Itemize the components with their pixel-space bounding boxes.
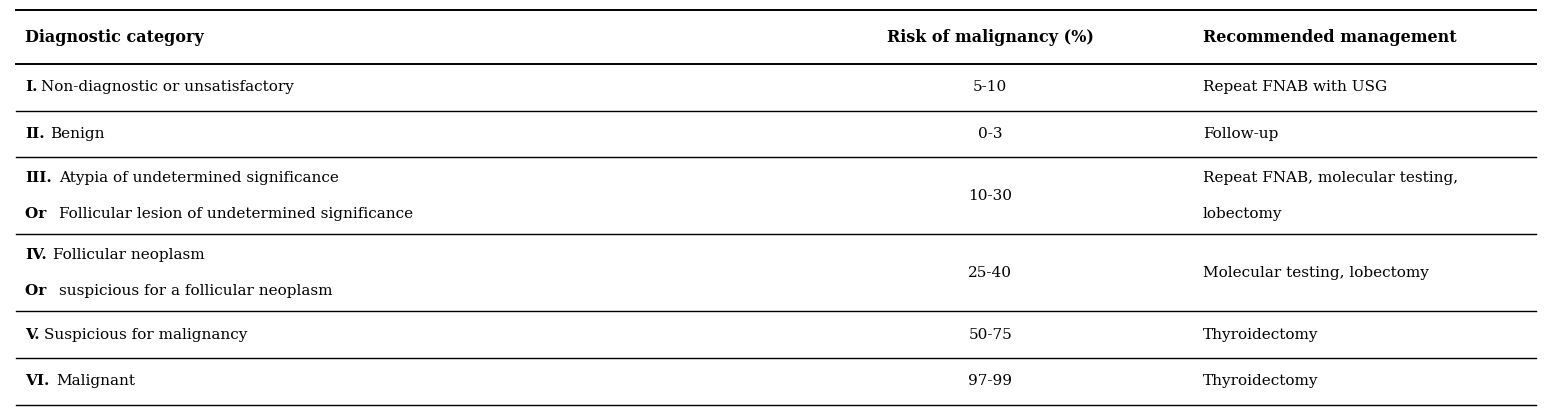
Text: III.: III. <box>25 171 51 185</box>
Text: suspicious for a follicular neoplasm: suspicious for a follicular neoplasm <box>59 284 332 298</box>
Text: Risk of malignancy (%): Risk of malignancy (%) <box>886 29 1094 46</box>
Text: VI.: VI. <box>25 374 50 388</box>
Text: Follow-up: Follow-up <box>1203 127 1279 141</box>
Text: IV.: IV. <box>25 248 47 262</box>
Text: II.: II. <box>25 127 45 141</box>
Text: Or: Or <box>25 284 51 298</box>
Text: 25-40: 25-40 <box>968 266 1012 280</box>
Text: Thyroidectomy: Thyroidectomy <box>1203 374 1318 388</box>
Text: 97-99: 97-99 <box>968 374 1012 388</box>
Text: Benign: Benign <box>50 127 104 141</box>
Text: 50-75: 50-75 <box>968 328 1012 342</box>
Text: Malignant: Malignant <box>56 374 135 388</box>
Text: Repeat FNAB with USG: Repeat FNAB with USG <box>1203 80 1387 94</box>
Text: Recommended management: Recommended management <box>1203 29 1456 46</box>
Text: V.: V. <box>25 328 39 342</box>
Text: 0-3: 0-3 <box>978 127 1003 141</box>
Text: Atypia of undetermined significance: Atypia of undetermined significance <box>59 171 340 185</box>
Text: Non-diagnostic or unsatisfactory: Non-diagnostic or unsatisfactory <box>40 80 293 94</box>
Text: I.: I. <box>25 80 37 94</box>
Text: lobectomy: lobectomy <box>1203 207 1282 221</box>
Text: Diagnostic category: Diagnostic category <box>25 29 203 46</box>
Text: Molecular testing, lobectomy: Molecular testing, lobectomy <box>1203 266 1429 280</box>
Text: 10-30: 10-30 <box>968 189 1012 203</box>
Text: 5-10: 5-10 <box>973 80 1007 94</box>
Text: Follicular lesion of undetermined significance: Follicular lesion of undetermined signif… <box>59 207 413 221</box>
Text: Suspicious for malignancy: Suspicious for malignancy <box>43 328 247 342</box>
Text: Or: Or <box>25 207 51 221</box>
Text: Thyroidectomy: Thyroidectomy <box>1203 328 1318 342</box>
Text: Follicular neoplasm: Follicular neoplasm <box>53 248 205 262</box>
Text: Repeat FNAB, molecular testing,: Repeat FNAB, molecular testing, <box>1203 171 1457 185</box>
